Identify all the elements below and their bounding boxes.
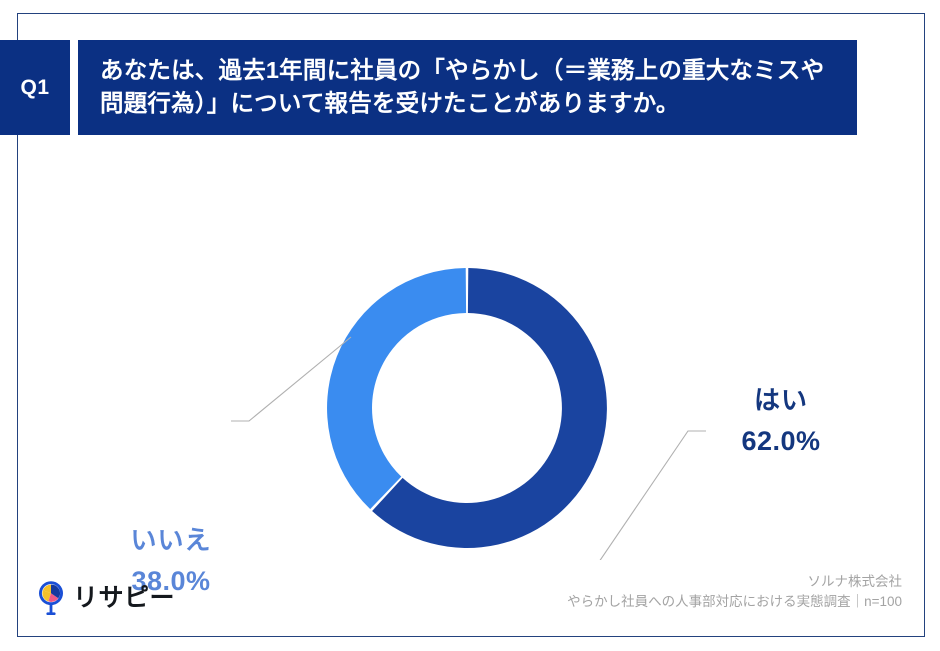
donut-chart: はい 62.0% いいえ 38.0% bbox=[0, 150, 940, 596]
brand-logo: リサピー bbox=[36, 580, 175, 616]
leader-line-yes bbox=[599, 430, 706, 560]
footer-company-name: ソルナ株式会社 bbox=[807, 574, 903, 589]
slice-label-no-value: 38.0% bbox=[131, 565, 211, 596]
question-bar: あなたは、過去1年間に社員の「やらかし（＝業務上の重大なミスや問題行為）」につい… bbox=[78, 40, 857, 135]
slice-label-yes: はい 62.0% bbox=[706, 384, 856, 459]
question-number-label: Q1 bbox=[20, 75, 50, 99]
question-text: あなたは、過去1年間に社員の「やらかし（＝業務上の重大なミスや問題行為）」につい… bbox=[100, 57, 825, 117]
question-number-badge: Q1 bbox=[0, 40, 70, 135]
brand-logo-text: リサピー bbox=[73, 583, 176, 612]
footer-metadata: ソルナ株式会社 やらかし社員への人事部対応における実態調査｜n=100 bbox=[567, 572, 902, 613]
slice-label-no-name: いいえ bbox=[130, 525, 212, 555]
leader-line-no bbox=[231, 336, 352, 422]
slice-label-no: いいえ 38.0% bbox=[96, 524, 246, 599]
donut-slice-no[interactable] bbox=[327, 268, 467, 510]
slice-label-yes-name: はい bbox=[753, 385, 808, 415]
slice-label-yes-value: 62.0% bbox=[741, 425, 821, 456]
footer-survey-name: やらかし社員への人事部対応における実態調査｜n=100 bbox=[567, 594, 902, 610]
magnifier-piechart-icon bbox=[39, 581, 63, 615]
donut-chart-svg bbox=[231, 268, 706, 560]
donut-slice-yes[interactable] bbox=[372, 268, 607, 548]
